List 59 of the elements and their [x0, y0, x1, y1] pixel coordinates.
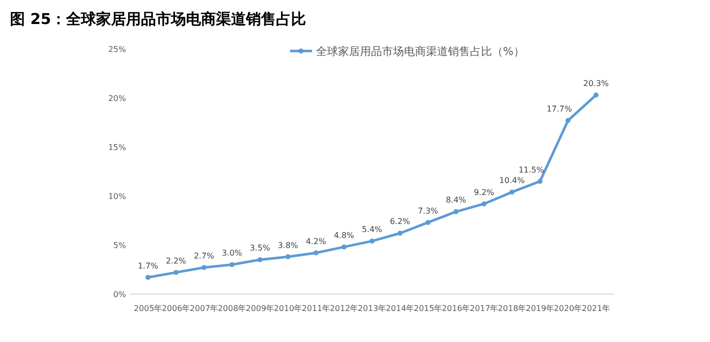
x-tick-label: 2005年: [134, 304, 162, 313]
chart-title: 图 25：全球家居用品市场电商渠道销售占比: [10, 10, 306, 28]
point: [342, 244, 346, 250]
point: [202, 265, 206, 270]
y-tick-label: 0%: [113, 290, 126, 299]
y-tick-label: 15%: [108, 143, 126, 152]
y-tick-label: 5%: [113, 241, 126, 250]
data-label: 7.3%: [418, 206, 439, 216]
y-tick-label: 25%: [108, 45, 126, 54]
x-tick-label: 2012年: [330, 304, 358, 313]
point: [286, 254, 290, 260]
x-tick-label: 2011年: [302, 304, 330, 313]
data-label: 3.5%: [250, 244, 271, 253]
data-label: 3.8%: [278, 240, 299, 250]
x-tick-label: 2018年: [498, 304, 526, 313]
x-tick-label: 2017年: [470, 304, 498, 313]
point: [426, 220, 430, 225]
x-tick-label: 2021年: [582, 304, 610, 313]
x-tick-label: 2014年: [386, 304, 414, 313]
data-label: 9.2%: [474, 188, 495, 197]
point: [482, 201, 486, 206]
point: [594, 92, 598, 98]
data-label: 17.7%: [546, 104, 572, 114]
x-tick-label: 2006年: [162, 304, 190, 313]
y-tick-label: 10%: [108, 192, 126, 201]
x-tick-label: 2019年: [526, 304, 554, 313]
point: [510, 190, 514, 195]
data-label: 11.5%: [518, 165, 544, 174]
point: [314, 250, 318, 256]
point: [258, 257, 262, 262]
x-tick-label: 2009年: [246, 304, 274, 313]
point: [398, 230, 402, 236]
x-tick-label: 2020年: [554, 304, 582, 313]
data-label: 3.0%: [222, 248, 243, 258]
x-tick-label: 2010年: [274, 304, 302, 313]
data-label: 4.8%: [334, 230, 355, 240]
x-tick-label: 2015年: [414, 304, 442, 313]
point: [174, 270, 178, 275]
data-label: 2.2%: [166, 256, 187, 266]
data-label: 2.7%: [194, 252, 215, 261]
y-tick-label: 20%: [108, 94, 126, 103]
point: [454, 209, 458, 214]
point: [146, 274, 150, 280]
data-label: 20.3%: [583, 79, 610, 88]
x-tick-label: 2016年: [442, 304, 470, 313]
data-label: 4.2%: [306, 236, 327, 246]
data-label: 8.4%: [446, 196, 467, 205]
point: [230, 262, 234, 268]
data-label: 10.4%: [499, 176, 526, 186]
x-tick-label: 2013年: [358, 304, 386, 313]
x-tick-label: 2008年: [218, 304, 246, 313]
x-tick-label: 2007年: [190, 304, 218, 313]
legend-label: 全球家居用品市场电商渠道销售占比（%）: [316, 45, 524, 58]
data-label: 1.7%: [138, 261, 159, 270]
point: [370, 238, 374, 244]
data-label: 6.2%: [390, 217, 411, 226]
point: [566, 118, 570, 124]
point: [538, 178, 542, 184]
data-label: 5.4%: [362, 225, 383, 234]
